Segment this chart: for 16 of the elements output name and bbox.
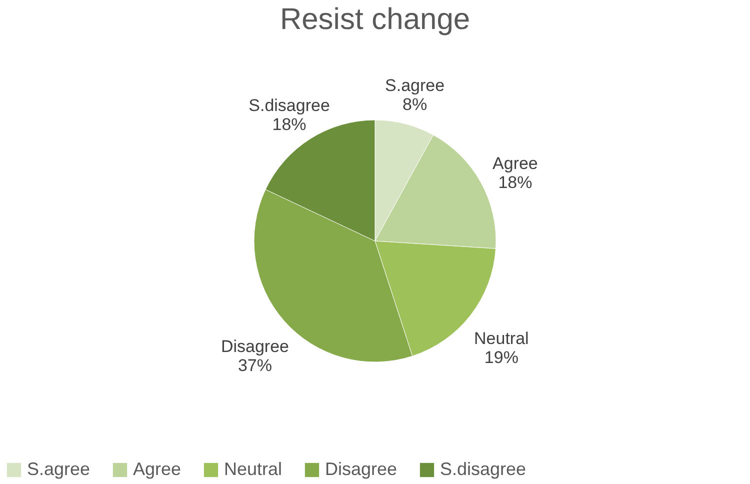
data-label: 19% <box>484 348 518 368</box>
slice-label: Disagree <box>220 336 290 356</box>
data-label: 18% <box>272 114 306 134</box>
legend-label: Agree <box>133 459 182 479</box>
slice-label: S.disagree <box>248 96 330 115</box>
data-label: 18% <box>498 172 532 192</box>
legend-label: Disagree <box>325 459 398 479</box>
slice-label: S.agree <box>385 76 445 96</box>
data-label: 37% <box>238 356 272 375</box>
chart-title: Resist change <box>280 3 470 36</box>
data-label: 8% <box>402 95 428 114</box>
slice-label: Neutral <box>474 329 529 348</box>
legend-label: S.disagree <box>440 459 526 479</box>
slice-label: Agree <box>492 154 538 173</box>
legend-label: S.agree <box>27 459 90 479</box>
legend-label: Neutral <box>224 459 282 479</box>
